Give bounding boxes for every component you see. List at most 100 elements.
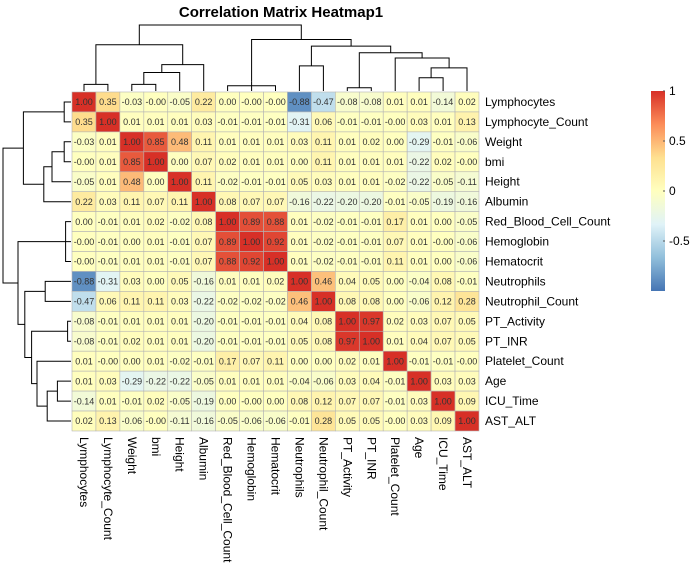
cell-value-label: 0.07 <box>195 257 213 267</box>
cell-value-label: 0.17 <box>386 217 404 227</box>
cell-value-label: -0.05 <box>74 177 95 187</box>
cell-value-label: 0.46 <box>291 297 309 307</box>
cell-value-label: -0.19 <box>433 197 454 207</box>
cell-value-label: -0.00 <box>74 257 95 267</box>
cell-value-label: 0.05 <box>291 336 309 346</box>
cell-value-label: 1.00 <box>99 117 117 127</box>
cell-value-label: 0.46 <box>315 277 333 287</box>
cell-value-label: 0.05 <box>458 317 476 327</box>
cell-value-label: -0.05 <box>193 376 214 386</box>
cell-value-label: 0.08 <box>434 277 452 287</box>
cell-value-label: -0.02 <box>313 237 334 247</box>
cell-value-label: -0.22 <box>169 376 190 386</box>
cell-value-label: 0.02 <box>219 157 237 167</box>
cell-value-label: 0.48 <box>123 177 141 187</box>
dendrogram-branch <box>131 83 157 91</box>
cell-value-label: -0.00 <box>241 396 262 406</box>
cell-value-label: 0.01 <box>362 356 380 366</box>
cell-value-label: 0.01 <box>147 317 165 327</box>
cell-value-label: 0.88 <box>267 217 285 227</box>
cell-value-label: 0.00 <box>123 356 141 366</box>
cell-value-label: -0.20 <box>193 317 214 327</box>
cell-value-label: 1.00 <box>291 277 309 287</box>
cell-value-label: 0.03 <box>410 416 428 426</box>
cell-value-label: -0.16 <box>289 197 310 207</box>
cell-value-label: -0.01 <box>289 416 310 426</box>
column-label: Age <box>412 437 426 459</box>
cell-value-label: 0.03 <box>123 277 141 287</box>
cell-value-label: 0.01 <box>219 277 237 287</box>
dendrogram-branch <box>310 45 392 66</box>
cell-value-label: -0.01 <box>98 336 119 346</box>
cell-value-label: -0.05 <box>409 197 430 207</box>
cell-value-label: -0.01 <box>241 317 262 327</box>
cell-value-label: 0.01 <box>123 257 141 267</box>
cell-value-label: 0.01 <box>99 396 117 406</box>
cell-value-label: -0.08 <box>74 317 95 327</box>
cell-value-label: -0.01 <box>385 376 406 386</box>
cell-value-label: 0.04 <box>291 317 309 327</box>
cell-value-label: 0.05 <box>362 416 380 426</box>
dendrogram-branch <box>2 147 24 284</box>
cell-value-label: -0.01 <box>361 257 382 267</box>
cell-value-label: -0.00 <box>457 157 478 167</box>
cell-value-label: 0.01 <box>267 137 285 147</box>
cell-value-label: 0.07 <box>386 237 404 247</box>
cell-value-label: 0.01 <box>434 117 452 127</box>
cell-value-label: 0.35 <box>99 97 117 107</box>
cell-value-label: 0.22 <box>195 97 213 107</box>
cell-value-label: 0.97 <box>339 336 357 346</box>
cell-value-label: 0.05 <box>458 336 476 346</box>
cell-value-label: -0.01 <box>217 336 238 346</box>
dendrogram-branch <box>83 83 109 91</box>
cell-value-label: -0.16 <box>193 416 214 426</box>
cell-value-label: 1.00 <box>434 396 452 406</box>
cell-value-label: 0.08 <box>291 396 309 406</box>
dendrogram-branch <box>44 280 71 302</box>
cell-value-label: 0.11 <box>147 297 164 307</box>
cell-value-label: 0.01 <box>219 376 237 386</box>
column-label: bmi <box>149 437 163 456</box>
cell-value-label: 0.01 <box>123 117 141 127</box>
dendrogram-branch <box>143 72 181 91</box>
cell-value-label: 0.13 <box>458 117 476 127</box>
legend-tick-label: 1 <box>669 84 676 98</box>
cell-value-label: 0.01 <box>386 157 404 167</box>
cell-value-label: -0.06 <box>241 416 262 426</box>
cell-value-label: 0.11 <box>267 356 284 366</box>
cell-value-label: 0.04 <box>339 277 357 287</box>
cell-value-label: -0.01 <box>265 317 286 327</box>
cell-value-label: 0.28 <box>458 297 476 307</box>
cell-value-label: 1.00 <box>315 297 333 307</box>
cell-value-label: 0.02 <box>362 137 380 147</box>
row-label: PT_INR <box>485 334 528 348</box>
cell-value-label: -0.29 <box>409 137 430 147</box>
cell-value-label: -0.01 <box>409 356 430 366</box>
cell-value-label: 0.01 <box>410 237 428 247</box>
cell-value-label: 0.02 <box>147 396 165 406</box>
cell-value-label: 1.00 <box>195 197 213 207</box>
cell-value-label: 0.01 <box>267 157 285 167</box>
cell-value-label: 0.01 <box>75 376 93 386</box>
cell-value-label: 1.00 <box>75 97 93 107</box>
cell-value-label: -0.01 <box>265 336 286 346</box>
cell-value-label: 0.01 <box>243 157 261 167</box>
cell-value-label: 0.01 <box>339 137 357 147</box>
row-label: Age <box>485 374 507 388</box>
cell-value-label: 0.01 <box>386 97 404 107</box>
cell-value-label: 0.06 <box>99 297 117 307</box>
row-label: Hemoglobin <box>485 235 549 249</box>
cell-value-label: 0.11 <box>315 137 332 147</box>
cell-value-label: -0.22 <box>146 376 167 386</box>
cell-value-label: -0.01 <box>361 217 382 227</box>
cell-value-label: -0.02 <box>217 297 238 307</box>
cell-value-label: -0.01 <box>217 317 238 327</box>
cell-value-label: -0.02 <box>313 217 334 227</box>
cell-value-label: 0.07 <box>243 197 261 207</box>
cell-value-label: 0.01 <box>75 356 93 366</box>
cell-value-label: 0.04 <box>362 376 380 386</box>
cell-value-label: 0.03 <box>195 117 213 127</box>
row-label: Albumin <box>485 195 528 209</box>
cell-value-label: -0.00 <box>265 97 286 107</box>
